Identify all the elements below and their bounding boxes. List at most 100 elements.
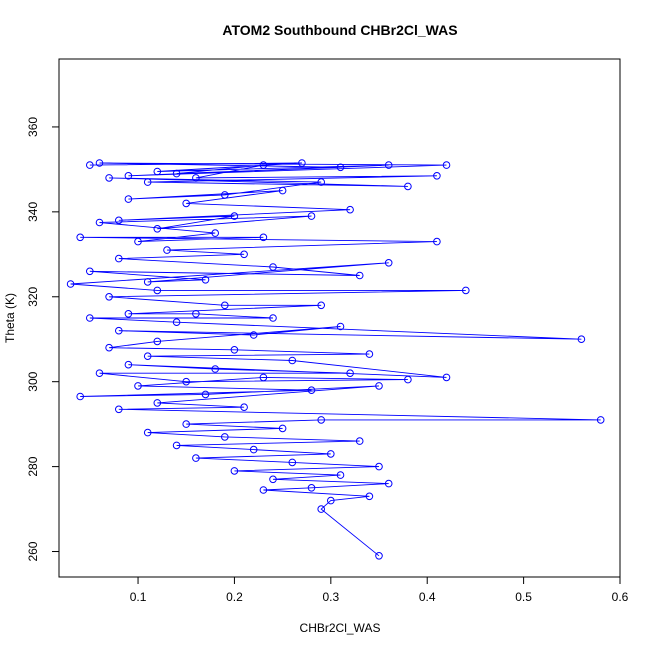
data-point (182, 420, 190, 428)
data-point (384, 259, 393, 267)
data-point (105, 293, 113, 301)
data-point (336, 471, 345, 479)
data-point (86, 267, 94, 276)
y-tick-label: 260 (26, 541, 40, 561)
data-point (462, 286, 470, 295)
data-point (327, 450, 335, 458)
data-point (115, 216, 123, 225)
y-tick-label: 300 (26, 371, 40, 391)
data-point (269, 263, 277, 271)
data-point (288, 458, 297, 467)
data-point (172, 318, 181, 327)
data-point (221, 433, 229, 441)
data-point (317, 301, 326, 310)
data-point (307, 386, 316, 395)
y-tick-label: 280 (26, 456, 40, 476)
data-point (172, 169, 181, 178)
data-point (192, 174, 200, 182)
data-point (230, 467, 239, 475)
data-point (346, 369, 354, 378)
data-point (86, 314, 94, 322)
data-point (355, 437, 364, 445)
data-point (143, 428, 152, 437)
x-tick-label: 0.3 (322, 590, 339, 604)
data-point (86, 161, 94, 169)
data-point (115, 405, 123, 414)
data-point (153, 167, 162, 176)
data-point (115, 254, 123, 263)
data-point (596, 416, 605, 424)
data-point (124, 172, 133, 180)
data-point (259, 161, 268, 169)
data-point (336, 163, 345, 172)
data-point (153, 225, 162, 233)
data-point (230, 346, 239, 354)
data-point (346, 205, 354, 214)
data-point (124, 360, 133, 369)
data-point (182, 377, 190, 386)
data-point (384, 161, 393, 169)
data-point (192, 310, 200, 318)
data-point (384, 479, 393, 488)
x-axis: 0.1 0.2 0.3 0.4 0.5 0.6 (130, 576, 629, 604)
data-point (404, 375, 412, 384)
data-point (182, 199, 190, 208)
data-point (201, 276, 210, 284)
data-point (355, 271, 364, 280)
y-tick-label: 340 (26, 202, 40, 222)
data-point (230, 212, 239, 220)
data-point (134, 237, 142, 246)
data-point (317, 178, 326, 186)
data-point (95, 159, 104, 167)
data-point (259, 486, 268, 494)
data-point (375, 462, 383, 471)
data-point (317, 416, 326, 424)
data-point (143, 352, 152, 361)
data-point (95, 369, 104, 378)
data-point (66, 280, 75, 288)
data-point (134, 382, 142, 390)
data-point (269, 475, 277, 484)
y-tick-label: 360 (26, 117, 40, 137)
data-point (404, 182, 412, 191)
x-tick-label: 0.5 (515, 590, 532, 604)
data-point (307, 212, 316, 220)
data-point (105, 174, 113, 182)
data-point (124, 310, 133, 318)
data-point (249, 445, 258, 454)
x-tick-label: 0.2 (226, 590, 243, 604)
data-point (240, 250, 248, 259)
data-point (105, 343, 113, 352)
data-point (375, 382, 383, 390)
data-point (240, 403, 248, 412)
data-point (143, 178, 152, 186)
plot-area (66, 159, 605, 560)
y-axis: 260 280 300 320 340 360 (26, 117, 60, 562)
data-point (221, 191, 229, 199)
data-point (201, 390, 210, 399)
data-point (153, 337, 162, 346)
data-point (365, 350, 374, 358)
data-point (327, 496, 335, 505)
data-point (211, 365, 219, 373)
data-point (365, 492, 374, 501)
x-axis-label: CHBr2Cl_WAS (300, 621, 381, 635)
data-point (442, 161, 451, 169)
data-point (375, 552, 383, 560)
x-tick-label: 0.4 (419, 590, 436, 604)
data-point (259, 373, 268, 382)
y-axis-label: Theta (K) (3, 293, 17, 343)
data-point (577, 335, 586, 344)
data-point (307, 484, 316, 492)
data-point (153, 286, 162, 295)
data-point (95, 218, 104, 227)
x-tick-label: 0.6 (612, 590, 629, 604)
data-point (143, 278, 152, 286)
chart-title: ATOM2 Southbound CHBr2Cl_WAS (222, 22, 457, 38)
data-point (124, 195, 133, 203)
data-point (433, 237, 441, 246)
data-point (115, 326, 123, 335)
data-point (336, 322, 345, 331)
data-point (192, 454, 200, 462)
data-point (288, 356, 297, 365)
